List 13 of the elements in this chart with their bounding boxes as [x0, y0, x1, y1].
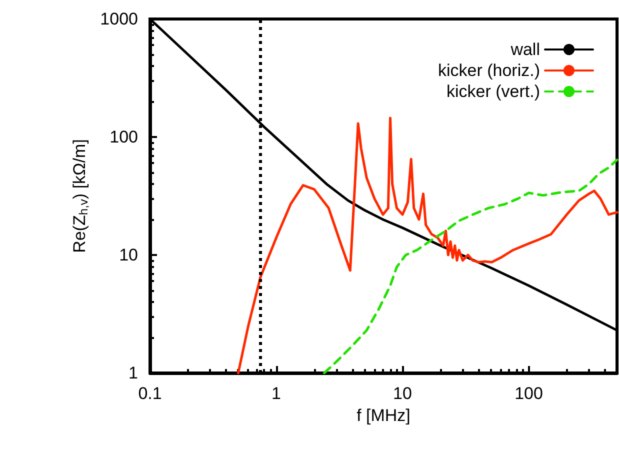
y-tick-label: 100: [110, 128, 138, 146]
legend-label: wall: [510, 40, 540, 59]
legend-label: kicker (horiz.): [438, 61, 540, 80]
y-tick-label: 10: [119, 246, 138, 264]
x-tick-label: 1: [272, 384, 281, 403]
x-tick-label: 10: [393, 384, 412, 403]
x-axis-title: f [MHz]: [356, 406, 410, 425]
legend-label: kicker (vert.): [446, 82, 540, 101]
y-tick-label: 1000: [100, 10, 138, 28]
x-tick-label: 0.1: [138, 384, 162, 403]
y-tick-label: 1: [128, 364, 138, 382]
y-axis-title: Re(Zh,v) [kΩ/m]: [70, 139, 90, 253]
x-tick-label: 100: [514, 384, 543, 403]
